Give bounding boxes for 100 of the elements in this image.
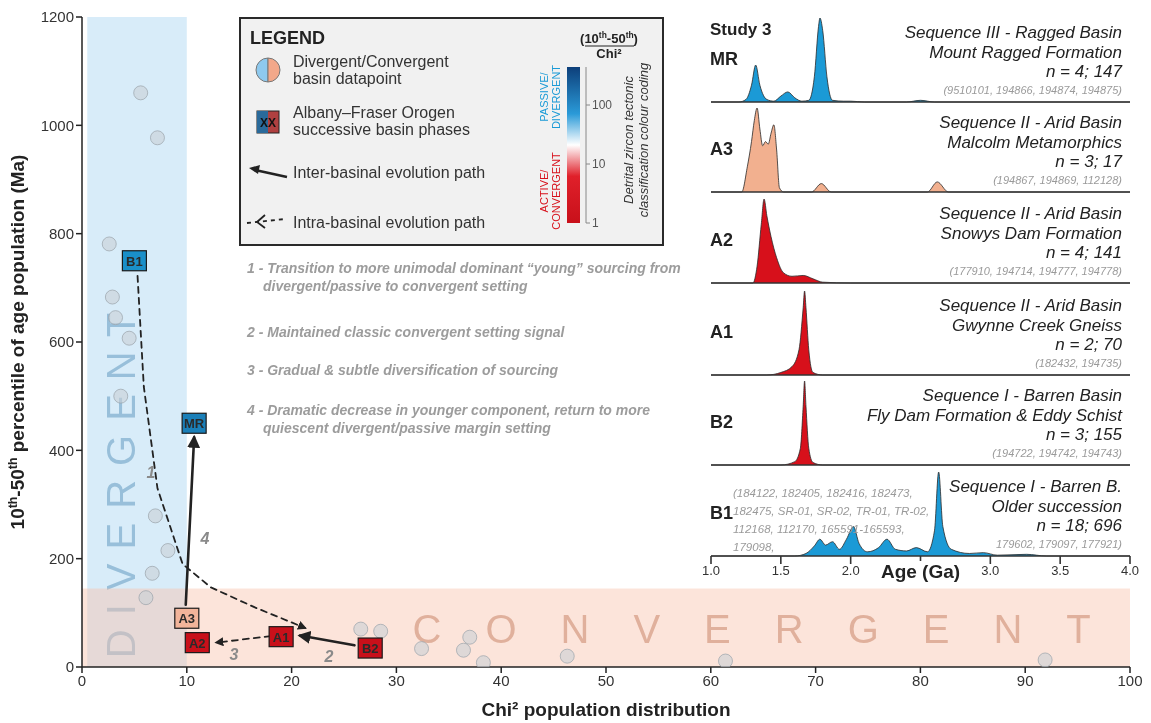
x-tick-label: 60 — [702, 671, 720, 689]
annotation: Mount Ragged Formation — [928, 42, 1122, 62]
x-tick-label: 4.0 — [1120, 563, 1140, 579]
annotation: Sequence II - Arid Basin — [939, 296, 1122, 316]
annotation: Divergent/Convergent basin datapoint — [293, 53, 450, 87]
annotation: A2 — [188, 635, 206, 651]
annotation: Sequence I - Barren Basin — [921, 386, 1122, 406]
annotation: n = 18; 696 — [1035, 516, 1122, 536]
y-tick-label: 1200 — [40, 8, 74, 26]
point — [475, 655, 491, 667]
annotation: Albany–Fraser Orogen successive basin phases — [293, 104, 470, 138]
annotation: 10 — [592, 157, 606, 171]
band-label: DIVERGENT — [99, 298, 144, 659]
x-axis-title: Age (Ga) — [877, 561, 964, 582]
point — [373, 623, 389, 639]
point — [559, 648, 575, 664]
annotation: A1 — [272, 629, 290, 645]
y-axis-title: A3 — [710, 139, 734, 160]
annotation: n = 4; 141 — [1044, 243, 1122, 263]
annotation: Intra-basinal evolution path — [293, 214, 486, 231]
point — [138, 590, 154, 606]
annotation: Sequence III - Ragged Basin — [904, 23, 1122, 43]
annotation: Malcolm Metamorphics — [946, 132, 1122, 152]
point — [133, 85, 149, 101]
annotation: PASSIVE/ DIVERGENT — [538, 64, 562, 130]
y-axis-title: MR — [710, 49, 738, 70]
annotation: Gwynne Creek Gneiss — [950, 315, 1122, 335]
annotation: (182432, 194735) — [1034, 355, 1122, 371]
annotation: 3 — [229, 646, 239, 663]
lettered-square-icon: XX — [256, 110, 280, 134]
color-bar-title: (10$^{th}$-50$^{th}$) Chi² — [580, 30, 638, 61]
annotation: XX — [259, 116, 277, 130]
annotation: 2 — [323, 648, 334, 665]
y-axis-title: B2 — [710, 412, 734, 433]
band-label: CONVERGENT — [412, 606, 1135, 651]
x-tick-label: 1.0 — [701, 563, 721, 579]
y-tick-label: 1000 — [40, 116, 74, 134]
annotation: n = 3; 155 — [1044, 425, 1122, 445]
point — [353, 621, 369, 637]
x-tick-label: 70 — [807, 671, 824, 689]
point — [144, 565, 160, 581]
x-tick-label: 40 — [492, 671, 510, 689]
annotation: B1 — [126, 253, 143, 269]
x-tick-label: 80 — [912, 671, 929, 689]
annotation: Detrital zircon tectonic classification colour coding — [620, 61, 651, 218]
annotation: Older succession — [990, 496, 1122, 516]
annotation: 179602, 179097, 177921) — [995, 536, 1122, 552]
annotation: A3 — [178, 611, 196, 627]
y-tick-label: 200 — [48, 549, 74, 567]
y-axis-title: B1 — [710, 503, 734, 524]
point — [149, 130, 165, 146]
point — [160, 543, 176, 559]
annotation: Snowys Dam Formation — [939, 223, 1122, 243]
annotation: Sequence II - Arid Basin — [939, 204, 1122, 224]
annotation: ACTIVE/ CONVERGENT — [538, 151, 562, 230]
annotation: Sequence I - Barren B. — [949, 477, 1122, 497]
annotation: n = 2; 70 — [1054, 335, 1122, 355]
annotation: MR — [184, 416, 205, 432]
annotation: 1 — [592, 216, 599, 230]
y-axis-title: A2 — [710, 230, 734, 251]
x-tick-label: 10 — [178, 671, 196, 689]
y-tick-label: 0 — [65, 658, 74, 676]
annotation: (177910, 194714, 194777, 194778) — [948, 263, 1122, 279]
x-tick-label: 20 — [283, 671, 300, 689]
annotation: Inter-basinal evolution path — [293, 164, 486, 181]
point — [104, 289, 120, 305]
annotation: Fly Dam Formation & Eddy Schist — [866, 405, 1122, 425]
annotation: (194722, 194742, 194743) — [991, 445, 1122, 461]
annotation: 4 - Dramatic decrease in younger component, return to more quiescent divergent/passive margin setting — [247, 401, 651, 437]
annotation: B2 — [361, 641, 379, 657]
annotation: 4 — [199, 530, 210, 547]
x-tick-label: 100 — [1117, 671, 1143, 689]
point — [147, 508, 163, 524]
x-axis-title: Chi² population distribution — [481, 699, 731, 720]
point — [455, 642, 471, 658]
annotation: 1 - Transition to more unimodal dominant “young” sourcing from divergent/passive to convergent setting — [247, 259, 682, 295]
annotation: Sequence II - Arid Basin — [939, 113, 1122, 133]
y-axis-title: A1 — [710, 322, 734, 343]
annotation: 1 — [146, 464, 156, 481]
x-tick-label: 3.5 — [1051, 563, 1070, 579]
annotation: (194867, 194869, 112128) — [992, 172, 1122, 188]
y-tick-label: 600 — [48, 333, 74, 351]
annotation: n = 3; 17 — [1054, 152, 1122, 172]
annotation: 2 - Maintained classic convergent setting signal — [247, 323, 566, 341]
x-tick-label: 2.0 — [841, 563, 860, 579]
annotation: 100 — [592, 98, 613, 112]
annotation: LEGEND — [250, 28, 326, 48]
x-tick-label: 90 — [1016, 671, 1034, 689]
x-tick-label: 50 — [597, 671, 615, 689]
y-tick-label: 800 — [48, 224, 74, 242]
y-tick-label: 400 — [48, 441, 74, 459]
x-tick-label: 0 — [77, 671, 87, 689]
point — [717, 653, 733, 667]
annotation: n = 4; 147 — [1044, 62, 1122, 82]
x-tick-label: 30 — [388, 671, 405, 689]
annotation: (9510101, 194866, 194874, 194875) — [942, 82, 1122, 98]
x-tick-label: 1.5 — [771, 563, 790, 579]
point — [1037, 652, 1053, 667]
x-tick-label: 3.0 — [981, 563, 1000, 579]
annotation: 3 - Gradual & subtle diversification of sourcing — [247, 361, 560, 379]
